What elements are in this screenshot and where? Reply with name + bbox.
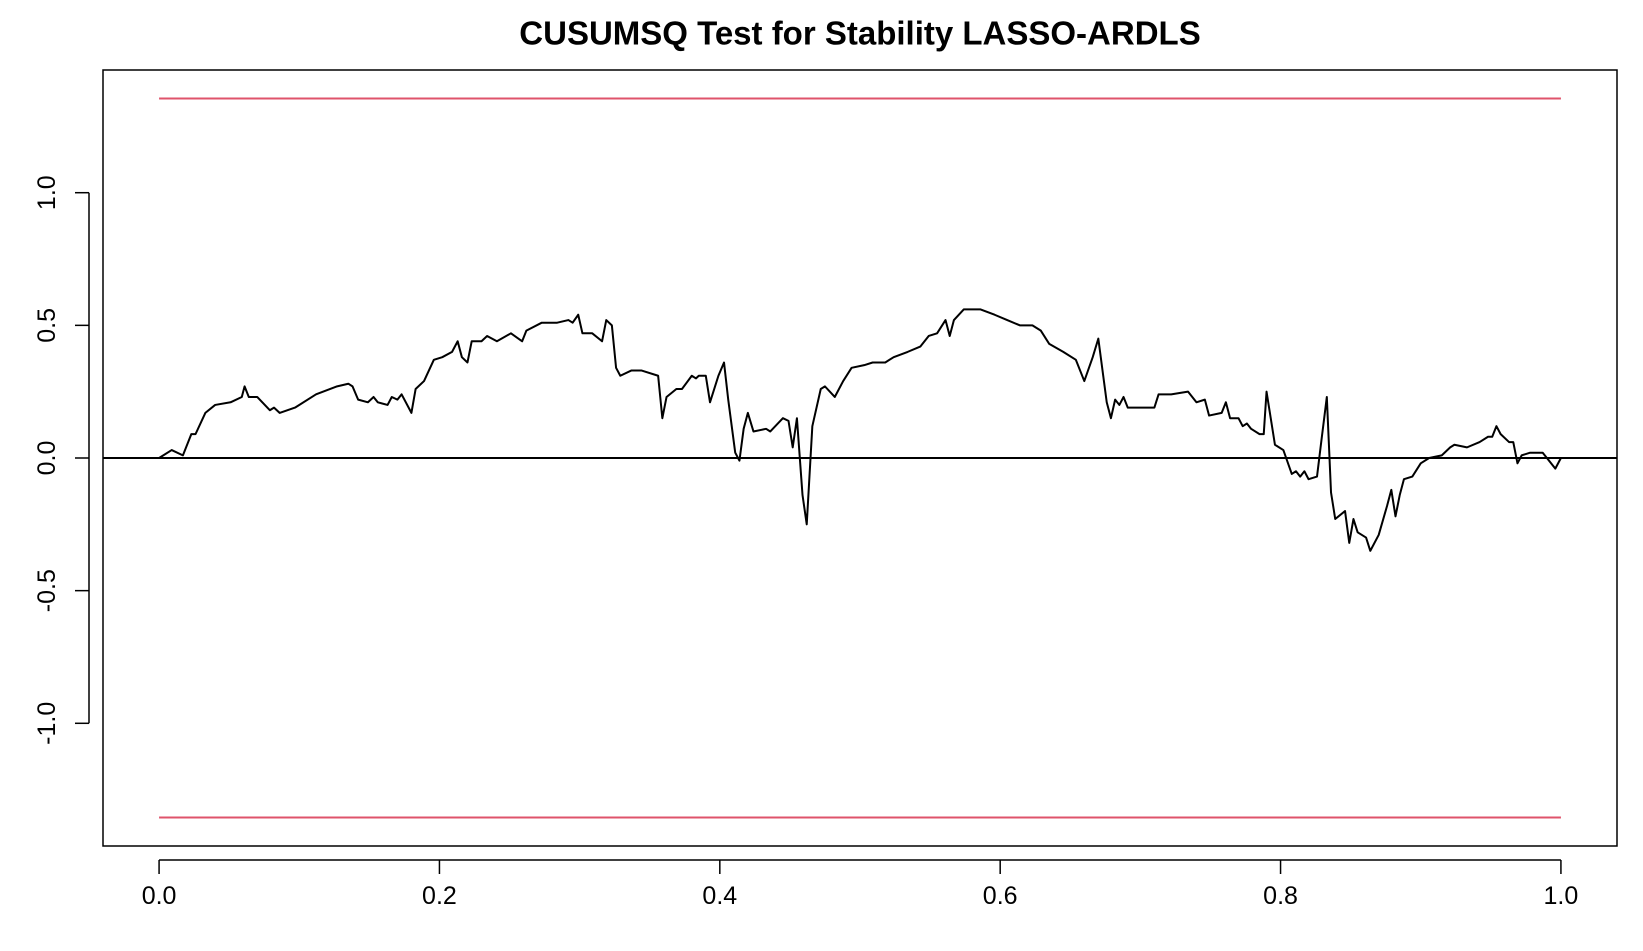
x-tick-label: 1.0 xyxy=(1544,882,1579,910)
y-tick-label: -1.0 xyxy=(33,702,61,745)
x-tick-label: 0.0 xyxy=(142,882,177,910)
x-tick-label: 0.4 xyxy=(702,882,737,910)
chart-title: CUSUMSQ Test for Stability LASSO-ARDLS xyxy=(519,15,1200,52)
y-tick-label: 0.5 xyxy=(33,308,61,343)
series-line xyxy=(158,308,1562,552)
y-tick-label: -0.5 xyxy=(33,569,61,612)
x-tick-label: 0.6 xyxy=(983,882,1018,910)
y-tick-label: 0.0 xyxy=(33,441,61,476)
x-tick-label: 0.8 xyxy=(1263,882,1298,910)
y-tick-label: 1.0 xyxy=(33,175,61,210)
x-tick-label: 0.2 xyxy=(422,882,457,910)
